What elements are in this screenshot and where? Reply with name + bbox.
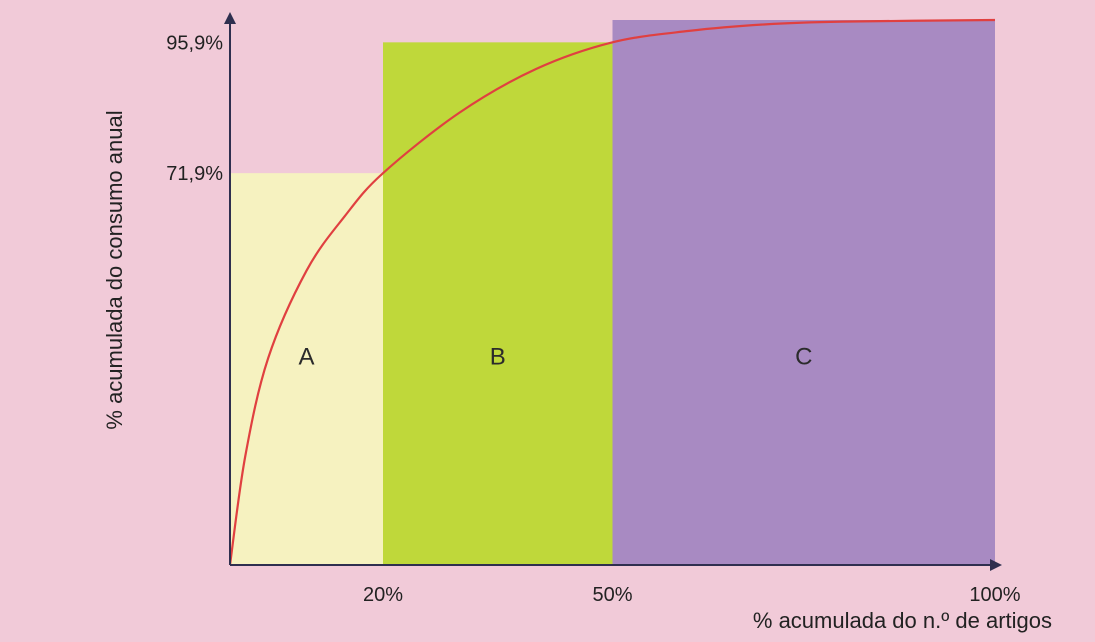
x-tick-label: 20% xyxy=(363,584,403,606)
regions-layer: A B C xyxy=(230,20,995,566)
region-label-a: A xyxy=(298,343,314,370)
region-b xyxy=(383,42,613,566)
x-axis-label: % acumulada do n.º de artigos xyxy=(753,608,1052,633)
x-tick-label: 50% xyxy=(592,584,632,606)
x-axis-arrow xyxy=(990,559,1002,571)
y-axis-label: % acumulada do consumo anual xyxy=(102,110,127,429)
y-axis-arrow xyxy=(224,12,236,24)
region-c xyxy=(612,20,995,565)
region-label-c: C xyxy=(795,343,812,370)
region-a xyxy=(230,173,383,565)
x-tick-label: 100% xyxy=(969,584,1020,606)
x-ticks-layer: 20% 50% 100% xyxy=(363,584,1021,606)
y-tick-label: 71,9% xyxy=(166,163,223,185)
y-ticks-layer: 71,9% 95,9% xyxy=(166,32,223,185)
curve-line xyxy=(228,18,996,566)
region-label-b: B xyxy=(490,343,506,370)
y-tick-label: 95,9% xyxy=(166,32,223,54)
